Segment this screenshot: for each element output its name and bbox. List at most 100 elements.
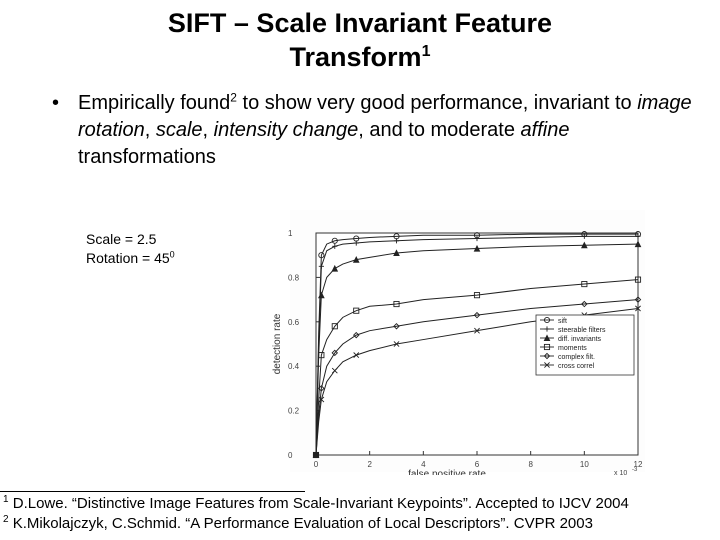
- y-tick-label-2: 0.4: [288, 362, 300, 371]
- point-steerable-filters-12: [581, 233, 587, 239]
- point-steerable-filters-2: [318, 263, 324, 269]
- bullet-em-scale: scale: [155, 119, 203, 141]
- series-line-diff-invariants: [315, 243, 639, 456]
- bullet-text: Empirically found2 to show very good per…: [78, 90, 708, 171]
- point-moments-4: [331, 323, 338, 330]
- point-sift-2: [318, 252, 325, 259]
- bullet-seg-1: Empirically found: [78, 92, 231, 114]
- footnote-1-number: 1: [3, 494, 9, 505]
- point-sift-4: [331, 237, 338, 244]
- point-cross-correl-6: [353, 352, 360, 359]
- legend-label-steerable-filters: steerable filters: [558, 327, 606, 334]
- point-complex-filt-0: [312, 451, 320, 459]
- point-diff-invariants-13: [634, 240, 642, 248]
- point-cross-correl-2: [318, 396, 325, 403]
- detection-rate-chart: 0 2 4 6 8 10 12 0 0.2 0.4 0.6 0.8 1 false positive ra…: [272, 210, 645, 475]
- legend-marker-diff-invariants: [543, 334, 551, 342]
- footnote-2-text: K.Mikolajczyk, C.Schmid. “A Performance …: [8, 515, 593, 532]
- series-line-sift: [315, 233, 638, 456]
- footnotes: 1 D.Lowe. “Distinctive Image Features fr…: [3, 494, 720, 534]
- x-tick-label-2: 4: [421, 460, 426, 469]
- point-diff-invariants-4: [331, 264, 339, 272]
- x-multiplier-exp: -3: [632, 467, 638, 473]
- x-tick-label-4: 8: [528, 460, 533, 469]
- bullet-seg-4: ,: [202, 119, 214, 141]
- y-tick-label-3: 0.6: [288, 318, 300, 327]
- footnote-1: 1 D.Lowe. “Distinctive Image Features fr…: [3, 494, 720, 514]
- point-complex-filt-8: [393, 323, 400, 330]
- point-moments-12: [581, 281, 588, 288]
- param-rotation-degree: 0: [169, 249, 175, 260]
- bullet-footnote-ref: 2: [230, 90, 237, 105]
- point-diff-invariants-12: [581, 241, 588, 249]
- point-diff-invariants-2: [318, 291, 325, 299]
- point-diff-invariants-10: [473, 244, 481, 252]
- title-line-2: Transform: [289, 42, 422, 72]
- y-tick-label-0: 0: [288, 451, 293, 460]
- bullet-marker: •: [52, 92, 60, 114]
- footnote-2: 2 K.Mikolajczyk, C.Schmid. “A Performanc…: [3, 514, 720, 534]
- legend-label-moments: moments: [558, 345, 587, 352]
- title-line-2-wrap: Transform1: [0, 40, 720, 74]
- series-line-complex-filt: [315, 299, 639, 456]
- y-tick-label-5: 1: [288, 229, 293, 238]
- param-rotation-wrap: Rotation = 450: [86, 249, 175, 268]
- x-tick-label-5: 10: [580, 460, 589, 469]
- point-complex-filt-2: [318, 385, 325, 392]
- bullet-seg-2: to show very good performance, invariant…: [236, 92, 638, 114]
- x-tick-label-1: 2: [367, 460, 372, 469]
- legend-label-diff-invariants: diff. invariants: [558, 336, 602, 343]
- x-axis-label: false positive rate: [408, 469, 486, 475]
- legend-label-complex-filt: complex filt.: [558, 354, 595, 361]
- series-line-cross-correl: [315, 307, 639, 456]
- title-line-1: SIFT – Scale Invariant Feature: [167, 8, 553, 38]
- point-complex-filt-12: [581, 300, 588, 308]
- point-steerable-filters-6: [353, 240, 359, 246]
- point-complex-filt-4: [331, 349, 339, 357]
- point-complex-filt-13: [634, 296, 642, 303]
- bullet-em-rotation: image rotation: [78, 92, 692, 141]
- x-tick-label-6: 12: [634, 460, 643, 469]
- x-tick-label-0: 0: [314, 460, 319, 469]
- point-cross-correl-8: [393, 341, 400, 347]
- title-footnote-ref: 1: [421, 43, 431, 60]
- legend-marker-sift: [543, 316, 551, 324]
- point-steerable-filters-13: [635, 233, 641, 239]
- legend-label-cross-correl: cross correl: [558, 363, 595, 370]
- point-cross-correl-10: [474, 327, 480, 334]
- footnote-1-text: D.Lowe. “Distinctive Image Features from…: [8, 495, 629, 512]
- legend-marker-moments: [543, 343, 551, 351]
- bullet-seg-5: , and to moderate: [358, 119, 521, 141]
- point-moments-13: [634, 276, 642, 283]
- point-moments-10: [473, 292, 481, 299]
- footnote-2-number: 2: [3, 514, 9, 525]
- experiment-params: Scale = 2.5 Rotation = 450: [86, 230, 175, 268]
- y-tick-label-1: 0.2: [288, 407, 300, 416]
- y-axis-label: detection rate: [272, 313, 283, 374]
- slide-title: SIFT – Scale Invariant Feature Transform…: [0, 6, 720, 74]
- legend-marker-complex-filt: [543, 352, 551, 360]
- bullet-em-affine: affine: [520, 119, 570, 141]
- point-complex-filt-10: [473, 311, 481, 319]
- point-steerable-filters-8: [393, 238, 400, 244]
- y-tick-label-4: 0.8: [288, 273, 300, 282]
- legend-label-sift: sift: [558, 318, 567, 325]
- x-multiplier: x 10: [614, 470, 627, 475]
- point-cross-correl-4: [331, 367, 338, 374]
- bullet-seg-6: transformations: [78, 146, 216, 168]
- point-moments-6: [353, 307, 360, 314]
- series-line-steerable-filters: [315, 235, 638, 456]
- point-diff-invariants-8: [393, 249, 400, 257]
- param-rotation: Rotation = 45: [86, 250, 170, 266]
- point-steerable-filters-10: [474, 235, 480, 242]
- point-complex-filt-6: [353, 331, 360, 339]
- legend-marker-cross-correl: [544, 362, 550, 368]
- bullet-em-intensity: intensity change: [213, 119, 359, 141]
- point-moments-2: [318, 352, 325, 359]
- param-scale: Scale = 2.5: [86, 231, 157, 247]
- point-steerable-filters-4: [332, 243, 338, 249]
- point-moments-8: [393, 300, 400, 308]
- legend-marker-steerable-filters: [544, 326, 550, 332]
- bullet-seg-3: ,: [144, 119, 156, 141]
- x-tick-label-3: 6: [475, 460, 480, 469]
